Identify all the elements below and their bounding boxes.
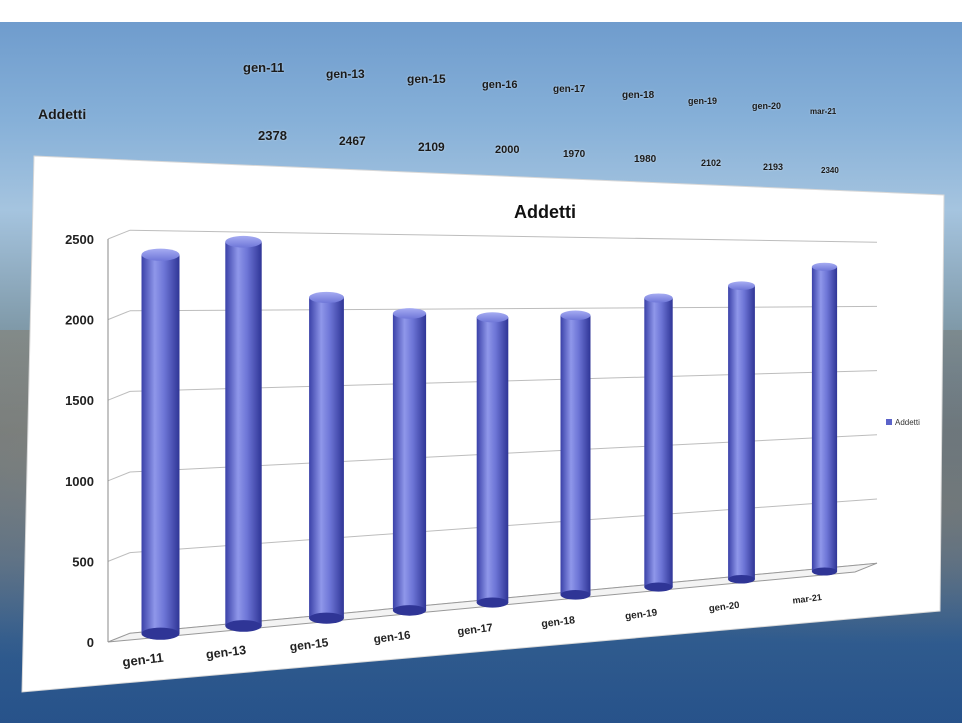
table-header-gen-11: gen-11 bbox=[243, 60, 285, 75]
bar-body bbox=[644, 297, 673, 588]
table-header-gen-17: gen-17 bbox=[553, 84, 586, 95]
x-tick-label: gen-20 bbox=[708, 600, 740, 615]
bar-body bbox=[728, 285, 755, 580]
bar-body bbox=[811, 266, 838, 572]
bar-body bbox=[309, 297, 344, 619]
bar-base bbox=[811, 567, 838, 576]
bar-base bbox=[644, 582, 673, 592]
table-header-mar-21: mar-21 bbox=[810, 107, 837, 116]
y-tick-label: 500 bbox=[72, 554, 94, 569]
table-value-gen-16: 2000 bbox=[495, 144, 520, 156]
bar-base bbox=[728, 574, 755, 584]
table-header-gen-20: gen-20 bbox=[752, 101, 782, 111]
y-tick-label: 2000 bbox=[65, 313, 94, 328]
bar bbox=[141, 248, 180, 640]
x-tick-label: gen-19 bbox=[625, 607, 659, 622]
bar-cap bbox=[728, 281, 755, 290]
y-tick-label: 1500 bbox=[65, 393, 94, 408]
bar-base bbox=[225, 620, 262, 632]
table-header-gen-19: gen-19 bbox=[688, 96, 718, 106]
x-tick-label: gen-17 bbox=[457, 622, 494, 638]
table-value-gen-20: 2193 bbox=[763, 162, 784, 172]
data-table: Addetti gen-11 gen-13 gen-15 gen-16 gen-… bbox=[0, 0, 962, 200]
legend-swatch bbox=[886, 419, 892, 425]
x-tick-label: gen-15 bbox=[289, 635, 329, 654]
bar-cap bbox=[225, 235, 262, 248]
top-white-strip bbox=[0, 0, 962, 22]
bar-body bbox=[476, 317, 509, 603]
bar-cap bbox=[309, 291, 344, 303]
bar-body bbox=[560, 315, 591, 595]
bar-cap bbox=[141, 248, 180, 261]
bar-cap bbox=[560, 310, 591, 321]
bar bbox=[728, 281, 755, 584]
bar bbox=[560, 310, 591, 600]
bar-cap bbox=[811, 262, 838, 271]
bar-base bbox=[560, 590, 591, 600]
y-tick-label: 1000 bbox=[65, 474, 94, 489]
bar-cap bbox=[392, 308, 427, 319]
bar bbox=[225, 235, 262, 632]
bar bbox=[811, 262, 838, 576]
x-tick-label: gen-16 bbox=[373, 630, 411, 646]
bar-body bbox=[141, 254, 180, 634]
chart-title: Addetti bbox=[514, 202, 576, 222]
table-value-gen-18: 1980 bbox=[634, 154, 657, 165]
table-value-gen-13: 2467 bbox=[339, 134, 366, 148]
table-header-gen-15: gen-15 bbox=[407, 72, 446, 86]
table-row-label: Addetti bbox=[38, 106, 87, 122]
gridline-side bbox=[107, 471, 131, 482]
gridline-side bbox=[107, 552, 131, 562]
y-tick-label: 0 bbox=[87, 635, 94, 650]
table-value-gen-17: 1970 bbox=[563, 149, 586, 160]
table-value-mar-21: 2340 bbox=[821, 166, 839, 175]
table-value-gen-11: 2378 bbox=[258, 128, 287, 143]
bar bbox=[476, 312, 509, 608]
bar bbox=[309, 291, 344, 624]
gridline-side bbox=[107, 310, 131, 321]
table-value-gen-15: 2109 bbox=[418, 140, 445, 154]
x-tick-label: gen-18 bbox=[541, 614, 576, 630]
gridline-side bbox=[107, 229, 131, 240]
table-header-gen-16: gen-16 bbox=[482, 79, 518, 91]
table-value-gen-19: 2102 bbox=[701, 158, 722, 168]
legend-label: Addetti bbox=[895, 418, 920, 427]
gridline-side bbox=[107, 390, 131, 401]
x-tick-label: gen-13 bbox=[205, 643, 247, 662]
y-tick-label: 2500 bbox=[65, 232, 94, 247]
x-tick-label: gen-11 bbox=[122, 650, 165, 670]
bar bbox=[392, 308, 427, 616]
table-header-gen-13: gen-13 bbox=[326, 67, 365, 81]
bar-base bbox=[392, 605, 427, 616]
bar-cap bbox=[644, 293, 673, 303]
gridline bbox=[129, 229, 878, 243]
bar-cap bbox=[476, 312, 509, 323]
table-header-gen-18: gen-18 bbox=[622, 90, 655, 101]
bar bbox=[644, 293, 673, 592]
bar-base bbox=[309, 612, 344, 624]
x-tick-label: mar-21 bbox=[792, 592, 823, 606]
bar-body bbox=[392, 313, 427, 611]
bar-base bbox=[476, 597, 509, 608]
bar-body bbox=[225, 241, 262, 626]
bar-base bbox=[141, 627, 180, 640]
